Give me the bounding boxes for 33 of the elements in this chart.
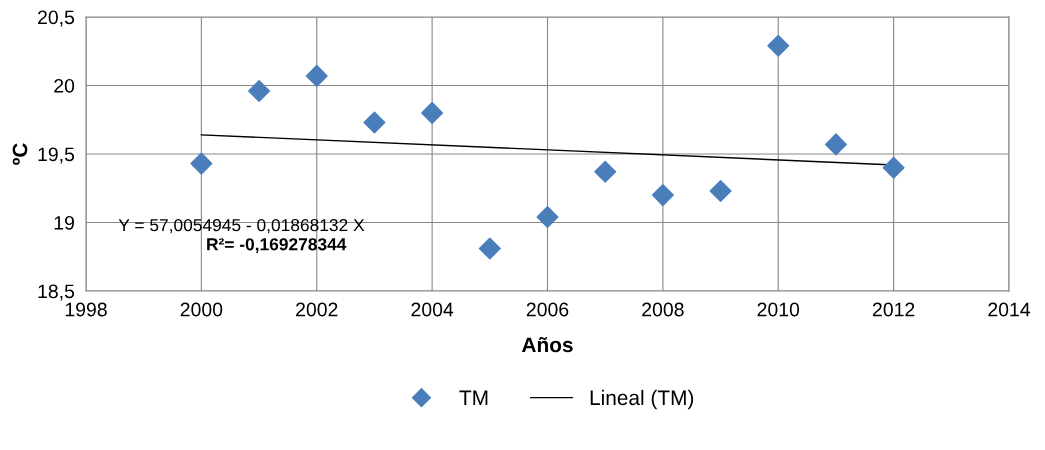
y-tick-label: 19 [54, 215, 74, 230]
annotation: Y = 57,0054945 - 0,01868132 X [118, 218, 365, 234]
x-tick-label: 2000 [180, 302, 223, 317]
point [651, 184, 674, 207]
x-tick-label: 1998 [65, 302, 107, 317]
point [536, 206, 559, 229]
x-tick-label: 2004 [411, 302, 454, 317]
y-tick-label: 19,5 [38, 147, 75, 164]
point [305, 64, 328, 87]
annotation: R²= -0,169278344 [207, 238, 347, 253]
x-tick-label: 2002 [296, 302, 338, 317]
legend-label: TM [459, 390, 488, 405]
x-tick-label: 2010 [757, 302, 800, 317]
y-tick-label: 18,5 [38, 284, 75, 301]
point [767, 34, 790, 57]
y-axis-title: ºC [12, 143, 28, 165]
x-tick-label: 2012 [872, 302, 915, 317]
point [248, 79, 271, 102]
point [882, 156, 905, 179]
x-tick-label: 2008 [642, 302, 684, 317]
y-tick-label: 20 [54, 78, 75, 93]
point [363, 111, 386, 134]
point [709, 179, 732, 202]
point [421, 101, 444, 124]
x-axis-title: Años [521, 336, 573, 353]
x-tick-label: 2014 [988, 302, 1031, 317]
point [594, 160, 617, 183]
legend-label: Lineal (TM) [590, 389, 694, 410]
x-tick-label: 2006 [526, 302, 569, 317]
point [824, 133, 847, 156]
point [478, 237, 501, 260]
point [190, 152, 213, 175]
y-tick-label: 20,5 [38, 10, 75, 27]
